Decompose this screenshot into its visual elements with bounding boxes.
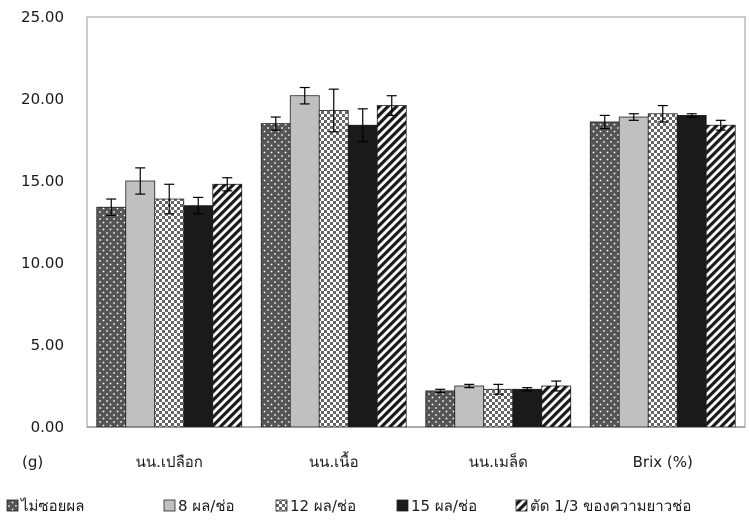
legend-label: 15 ผล/ช่อ xyxy=(411,497,477,515)
bar xyxy=(541,385,572,428)
x-category-label: Brix (%) xyxy=(633,453,693,471)
bar xyxy=(512,388,543,428)
legend-label: ไม่ซอยผล xyxy=(20,497,84,515)
bar xyxy=(125,180,156,428)
labels-group: 0.00 5.00 10.00 15.00 20.00 25.00 นน.เปลือก นน.… xyxy=(21,8,693,471)
error-bars-group xyxy=(106,86,726,395)
y-tick-label: 15.00 xyxy=(21,172,64,190)
legend-swatch xyxy=(275,499,288,512)
bar xyxy=(154,198,185,428)
bar xyxy=(589,121,620,428)
legend: ไม่ซอยผล 8 ผล/ช่อ 12 ผล/ช่อ 15 ผล/ช่อ ตัด 1/… xyxy=(6,497,691,515)
bar xyxy=(347,124,378,428)
bar xyxy=(454,385,485,428)
legend-swatch xyxy=(6,499,19,512)
bar xyxy=(676,115,707,428)
x-category-label: นน.เนื้อ xyxy=(309,451,359,471)
legend-label: ตัด 1/3 ของความยาวช่อ xyxy=(530,497,691,515)
y-tick-label: 0.00 xyxy=(31,418,64,436)
bar xyxy=(318,110,349,428)
bar xyxy=(647,113,678,428)
bar xyxy=(260,123,291,428)
bar xyxy=(96,206,127,428)
y-tick-label: 25.00 xyxy=(21,8,64,26)
legend-swatch xyxy=(163,499,176,512)
legend-swatch xyxy=(396,499,409,512)
y-tick-label: 10.00 xyxy=(21,254,64,272)
bar xyxy=(705,124,736,428)
bar xyxy=(425,390,456,428)
bar xyxy=(618,116,649,428)
x-category-label: นน.เมล็ด xyxy=(469,452,528,471)
unit-label: (g) xyxy=(22,453,43,471)
bar xyxy=(483,388,514,428)
bar xyxy=(183,205,214,428)
bar xyxy=(289,95,320,428)
y-tick-label: 20.00 xyxy=(21,90,64,108)
y-tick-label: 5.00 xyxy=(31,336,64,354)
x-category-label: นน.เปลือก xyxy=(136,453,203,471)
bar xyxy=(212,183,243,428)
legend-label: 12 ผล/ช่อ xyxy=(290,497,356,515)
bars-group xyxy=(96,95,736,428)
bar xyxy=(376,105,407,428)
legend-label: 8 ผล/ช่อ xyxy=(178,497,235,515)
legend-swatch xyxy=(515,499,528,512)
